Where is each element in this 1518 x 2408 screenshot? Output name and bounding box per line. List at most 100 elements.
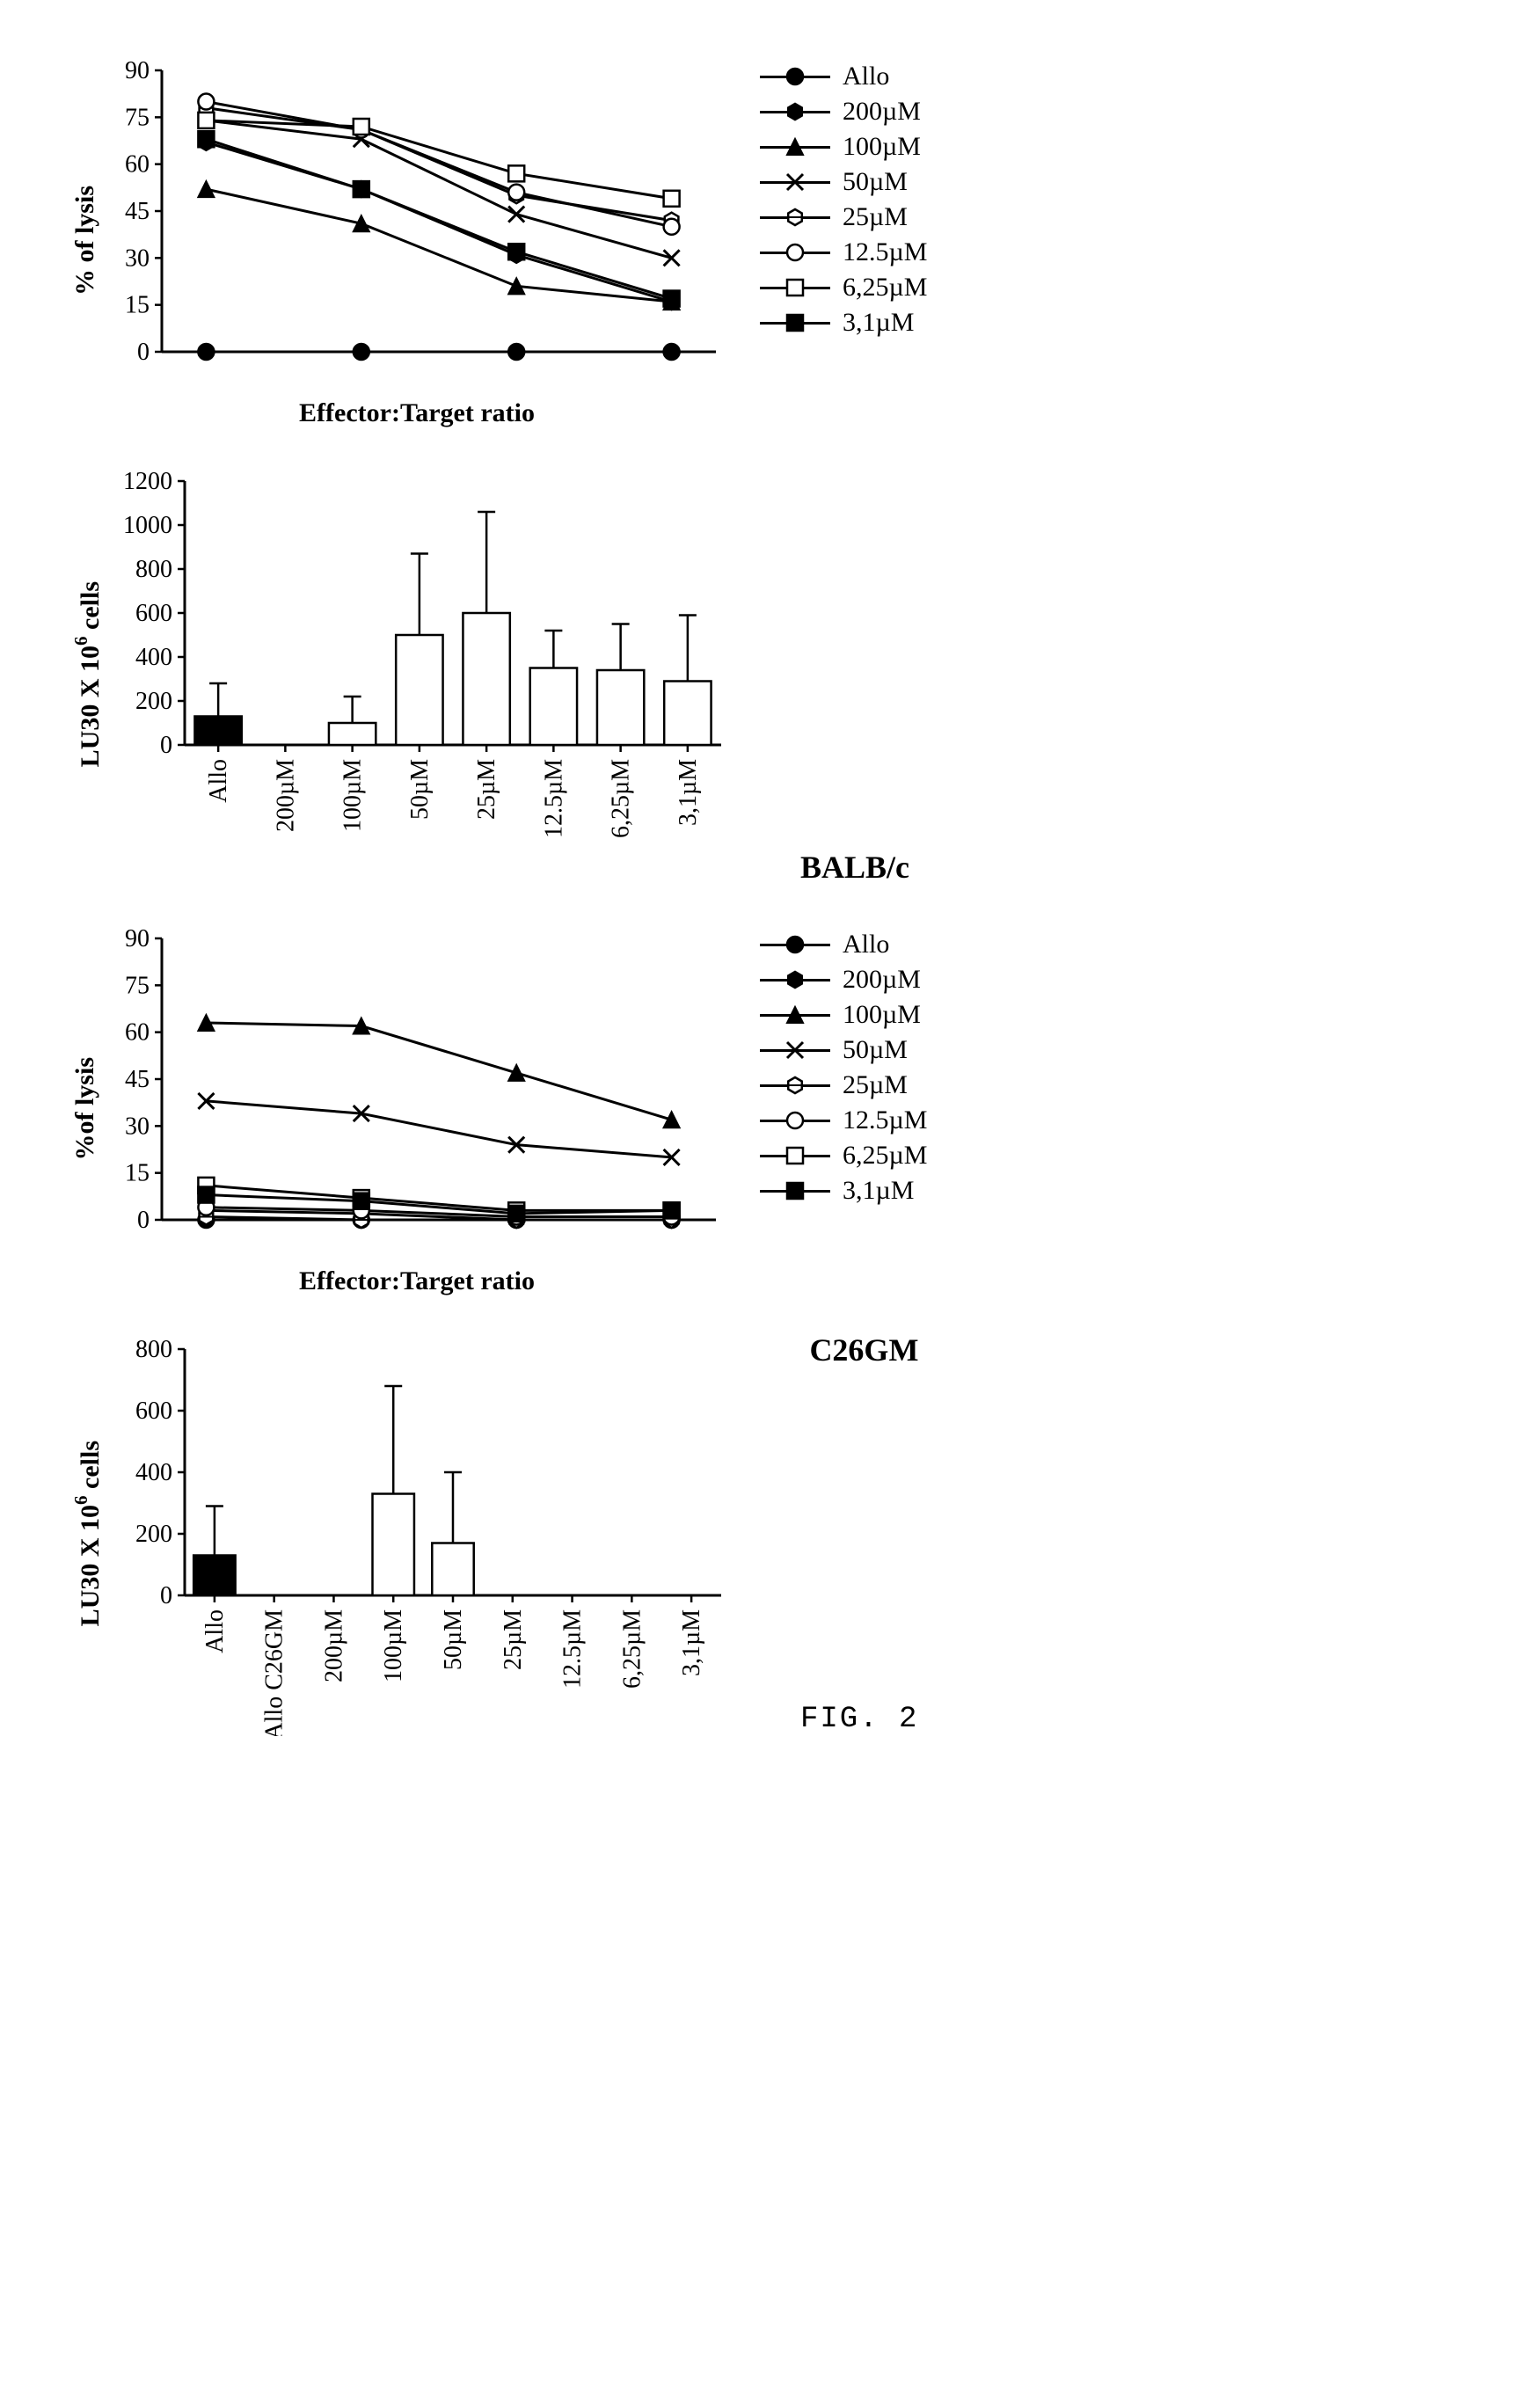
legend-marker (760, 314, 830, 332)
legend-label: 200µM (843, 965, 921, 995)
panel-d-svg: 0200400600800AlloAllo C26GM200µM100µM50µ… (106, 1332, 739, 1736)
svg-text:15: 15 (125, 292, 150, 319)
panel-a-row: % of lysis 0153045607590 Effector:Target… (70, 53, 1448, 428)
svg-text:25µM: 25µM (473, 759, 500, 820)
panel-a-chart-wrap: % of lysis 0153045607590 Effector:Target… (70, 53, 733, 428)
panel-b-row: LU30 X 106 cells 020040060080010001200Al… (70, 463, 1448, 886)
legend-marker (760, 138, 830, 156)
legend-item: 3,1µM (760, 308, 927, 338)
legend-item: 12.5µM (760, 1105, 927, 1135)
panel-d-row: LU30 X 106 cells 0200400600800AlloAllo C… (70, 1332, 1448, 1736)
svg-text:60: 60 (125, 1019, 150, 1047)
svg-text:1200: 1200 (123, 468, 172, 495)
legend-marker (760, 173, 830, 191)
legend-item: 12.5µM (760, 237, 927, 267)
svg-text:45: 45 (125, 1066, 150, 1093)
svg-text:12.5µM: 12.5µM (540, 759, 567, 838)
legend-label: 6,25µM (843, 1141, 927, 1171)
legend-item: Allo (760, 930, 927, 960)
legend-marker (760, 1182, 830, 1200)
panel-c-xlabel: Effector:Target ratio (100, 1266, 733, 1296)
legend-label: 6,25µM (843, 273, 927, 303)
legend-label: 50µM (843, 1035, 908, 1065)
svg-text:Allo: Allo (201, 1609, 229, 1653)
legend-marker (760, 971, 830, 989)
panel-c-chart-wrap: %of lysis 0153045607590 Effector:Target … (70, 921, 733, 1296)
panel-c-row: %of lysis 0153045607590 Effector:Target … (70, 921, 1448, 1296)
legend-item: 25µM (760, 1070, 927, 1100)
svg-text:3,1µM: 3,1µM (675, 759, 702, 826)
svg-text:Allo C26GM: Allo C26GM (261, 1609, 288, 1736)
legend-label: 100µM (843, 1000, 921, 1030)
svg-text:15: 15 (125, 1160, 150, 1187)
panel-c-svg: 0153045607590 (100, 921, 733, 1255)
svg-text:400: 400 (135, 644, 172, 671)
svg-text:100µM: 100µM (339, 759, 367, 832)
legend-marker (760, 244, 830, 261)
legend-marker (760, 1112, 830, 1129)
legend-item: Allo (760, 62, 927, 91)
legend-label: 3,1µM (843, 1176, 914, 1206)
svg-text:50µM: 50µM (406, 759, 434, 820)
svg-text:50µM: 50µM (440, 1609, 467, 1670)
svg-text:200: 200 (135, 1521, 172, 1548)
panel-c-ylabel: %of lysis (70, 1057, 100, 1161)
figure-label: FIG. 2 (800, 1703, 918, 1736)
legend-item: 100µM (760, 132, 927, 162)
figure-container: % of lysis 0 15 30 45 60 75 90 Effector:Target… (70, 53, 1448, 1736)
legend-label: 100µM (843, 132, 921, 162)
panel-d-chart-wrap: LU30 X 106 cells 0200400600800AlloAllo C… (70, 1332, 739, 1736)
legend-item: 3,1µM (760, 1176, 927, 1206)
svg-text:400: 400 (135, 1459, 172, 1486)
legend-marker (760, 208, 830, 226)
svg-text:75: 75 (125, 972, 150, 999)
svg-text:200µM: 200µM (320, 1609, 347, 1682)
svg-text:6,25µM: 6,25µM (618, 1609, 646, 1689)
svg-text:800: 800 (135, 556, 172, 583)
svg-text:25µM: 25µM (500, 1609, 527, 1670)
svg-text:0: 0 (137, 339, 150, 366)
svg-text:30: 30 (125, 244, 150, 272)
panel-a-legend: Allo 200µM 100µM 50µM 25µM 12.5µM 6,25µM 3,1µM (760, 53, 927, 338)
svg-text:100µM: 100µM (380, 1609, 407, 1682)
legend-marker (760, 279, 830, 296)
legend-label: 3,1µM (843, 308, 914, 338)
legend-item: 200µM (760, 965, 927, 995)
legend-marker (760, 936, 830, 953)
panel-a-chart-block: 0153045607590 Effector:Target ratio (100, 53, 733, 428)
legend-item: 25µM (760, 202, 927, 232)
legend-label: 25µM (843, 202, 908, 232)
legend-label: 25µM (843, 1070, 908, 1100)
svg-text:90: 90 (125, 925, 150, 952)
legend-label: 200µM (843, 97, 921, 127)
svg-text:Allo: Allo (205, 759, 232, 803)
svg-text:800: 800 (135, 1336, 172, 1363)
legend-item: 200µM (760, 97, 927, 127)
panel-b-label: BALB/c (765, 849, 909, 886)
svg-text:90: 90 (125, 57, 150, 84)
panel-a-ylabel: % of lysis (70, 186, 100, 296)
svg-text:75: 75 (125, 104, 150, 131)
legend-marker (760, 1006, 830, 1024)
panel-d-ylabel: LU30 X 106 cells (70, 1441, 106, 1626)
svg-text:45: 45 (125, 198, 150, 225)
panel-b-chart-wrap: LU30 X 106 cells 020040060080010001200Al… (70, 463, 739, 886)
panel-a-svg: 0153045607590 (100, 53, 733, 387)
svg-text:30: 30 (125, 1113, 150, 1140)
svg-text:200: 200 (135, 688, 172, 715)
legend-item: 50µM (760, 167, 927, 197)
legend-marker (760, 103, 830, 120)
svg-text:1000: 1000 (123, 512, 172, 539)
panel-a-xlabel: Effector:Target ratio (100, 398, 733, 428)
legend-item: 50µM (760, 1035, 927, 1065)
svg-text:6,25µM: 6,25µM (608, 759, 635, 838)
legend-item: 6,25µM (760, 1141, 927, 1171)
svg-text:600: 600 (135, 600, 172, 627)
svg-text:12.5µM: 12.5µM (559, 1609, 587, 1689)
panel-d-label: C26GM (774, 1332, 918, 1368)
panel-d-right-col: C26GM FIG. 2 (765, 1332, 918, 1736)
panel-b-ylabel: LU30 X 106 cells (70, 581, 106, 767)
legend-marker (760, 1041, 830, 1059)
svg-text:3,1µM: 3,1µM (678, 1609, 705, 1676)
legend-item: 6,25µM (760, 273, 927, 303)
